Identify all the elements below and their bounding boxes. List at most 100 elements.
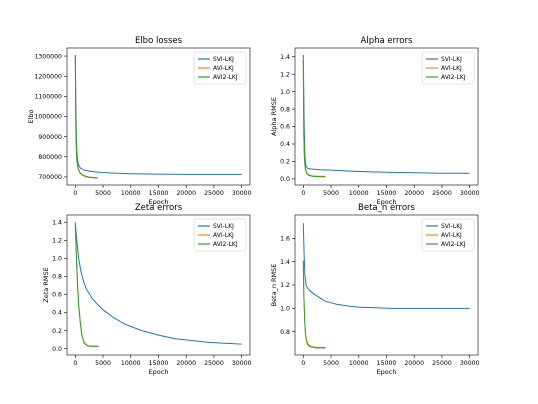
x-tick-label: 10000 — [121, 360, 141, 367]
y-tick-label: 1.6 — [280, 236, 290, 243]
chart-panel: Elbo losses 0 5000 10000 15000 20000 25000 3000… — [27, 36, 251, 206]
y-tick-label: 1.0 — [280, 89, 290, 96]
y-tick-label: 1.4 — [280, 259, 290, 266]
x-tick-label: 20000 — [176, 360, 196, 367]
x-tick-label: 30000 — [232, 360, 252, 367]
y-tick-label: 0.8 — [280, 106, 290, 113]
x-tick-label: 25000 — [204, 360, 224, 367]
chart-title: Beta_n errors — [358, 203, 416, 213]
series-line-svi-lkj — [302, 223, 470, 309]
x-tick-label: 15000 — [149, 190, 169, 197]
y-axis-label: Beta_n RMSE — [270, 264, 278, 307]
series-line-avi-lkj — [74, 222, 99, 347]
series-line-avi2-lkj — [74, 57, 98, 179]
y-axis-label: Alpha RMSE — [270, 97, 278, 136]
legend-box — [193, 218, 247, 252]
chart-title: Alpha errors — [361, 36, 413, 46]
x-axis-label: Epoch — [377, 198, 397, 206]
y-tick-label: 1000000 — [34, 114, 62, 121]
legend-label: AVI2-LKJ — [213, 74, 238, 81]
y-tick-label: 0.0 — [52, 346, 62, 353]
y-tick-label: 0.0 — [280, 176, 290, 183]
x-tick-label: 25000 — [432, 360, 452, 367]
x-tick-label: 15000 — [149, 360, 169, 367]
y-tick-label: 0.8 — [280, 329, 290, 336]
x-tick-label: 10000 — [349, 190, 369, 197]
x-axis-label: Epoch — [149, 368, 169, 376]
x-tick-label: 0 — [73, 360, 77, 367]
x-tick-label: 5000 — [323, 190, 339, 197]
x-tick-label: 15000 — [377, 360, 397, 367]
y-tick-label: 0.2 — [280, 159, 290, 166]
x-tick-label: 10000 — [349, 360, 369, 367]
x-tick-label: 25000 — [432, 190, 452, 197]
legend: SVI-LKJ AVI-LKJ AVI2-LKJ — [193, 51, 247, 85]
legend-label: AVI2-LKJ — [213, 241, 238, 248]
y-axis-label: Elbo — [27, 109, 35, 123]
legend: SVI-LKJ AVI-LKJ AVI2-LKJ — [421, 51, 475, 85]
chart-title: Zeta errors — [135, 203, 183, 213]
series-line-avi2-lkj — [74, 224, 99, 347]
y-tick-label: 0.6 — [52, 292, 62, 299]
x-tick-label: 0 — [301, 360, 305, 367]
series-line-avi2-lkj — [302, 260, 326, 349]
series-line-avi-lkj — [74, 56, 98, 179]
legend-label: SVI-LKJ — [213, 223, 234, 230]
x-tick-label: 30000 — [460, 190, 480, 197]
x-tick-label: 20000 — [176, 190, 196, 197]
x-tick-label: 20000 — [404, 190, 424, 197]
legend-label: SVI-LKJ — [441, 56, 462, 63]
chart-panel: Zeta errors 0 5000 10000 15000 20000 25000 3000… — [42, 203, 252, 376]
y-tick-label: 1.4 — [280, 54, 290, 61]
legend-box — [421, 51, 475, 85]
series-line-svi-lkj — [74, 222, 242, 345]
y-tick-label: 1.4 — [52, 219, 62, 226]
y-tick-label: 1.2 — [52, 237, 62, 244]
y-tick-label: 900000 — [38, 134, 62, 141]
x-tick-label: 30000 — [460, 360, 480, 367]
x-tick-label: 5000 — [95, 360, 111, 367]
y-tick-label: 800000 — [38, 154, 62, 161]
legend-label: AVI-LKJ — [441, 65, 462, 72]
x-tick-label: 5000 — [323, 360, 339, 367]
series-line-svi-lkj — [302, 54, 470, 174]
y-tick-label: 0.6 — [280, 124, 290, 131]
series-line-avi2-lkj — [302, 60, 326, 178]
chart-title: Elbo losses — [135, 36, 183, 46]
legend: SVI-LKJ AVI-LKJ AVI2-LKJ — [193, 218, 247, 252]
legend-label: AVI-LKJ — [441, 232, 462, 239]
legend-box — [193, 51, 247, 85]
y-axis-label: Zeta RMSE — [42, 267, 50, 302]
y-tick-label: 0.4 — [280, 141, 290, 148]
y-tick-label: 1.0 — [52, 256, 62, 263]
x-axis-label: Epoch — [377, 368, 397, 376]
legend: SVI-LKJ AVI-LKJ AVI2-LKJ — [421, 218, 475, 252]
y-tick-label: 1.2 — [280, 282, 290, 289]
y-tick-label: 1300000 — [34, 53, 62, 60]
x-tick-label: 20000 — [404, 360, 424, 367]
legend-label: SVI-LKJ — [441, 223, 462, 230]
legend-label: SVI-LKJ — [213, 56, 234, 63]
y-tick-label: 1100000 — [34, 94, 62, 101]
y-tick-label: 0.8 — [52, 274, 62, 281]
chart-panel: Alpha errors 0 5000 10000 15000 20000 25000 300… — [270, 36, 480, 206]
legend-label: AVI-LKJ — [213, 232, 234, 239]
legend-label: AVI2-LKJ — [441, 74, 466, 81]
chart-panel: Beta_n errors 0 5000 10000 15000 20000 25000 30… — [270, 203, 480, 376]
y-tick-label: 1.2 — [280, 71, 290, 78]
y-tick-label: 700000 — [38, 174, 62, 181]
legend-label: AVI-LKJ — [213, 65, 234, 72]
x-tick-label: 0 — [73, 190, 77, 197]
series-line-avi-lkj — [302, 58, 326, 177]
x-tick-label: 25000 — [204, 190, 224, 197]
x-tick-label: 5000 — [95, 190, 111, 197]
y-tick-label: 0.2 — [52, 328, 62, 335]
x-tick-label: 15000 — [377, 190, 397, 197]
x-tick-label: 10000 — [121, 190, 141, 197]
legend-label: AVI2-LKJ — [441, 241, 466, 248]
series-line-avi-lkj — [302, 261, 326, 348]
x-tick-label: 0 — [301, 190, 305, 197]
x-tick-label: 30000 — [232, 190, 252, 197]
legend-box — [421, 218, 475, 252]
